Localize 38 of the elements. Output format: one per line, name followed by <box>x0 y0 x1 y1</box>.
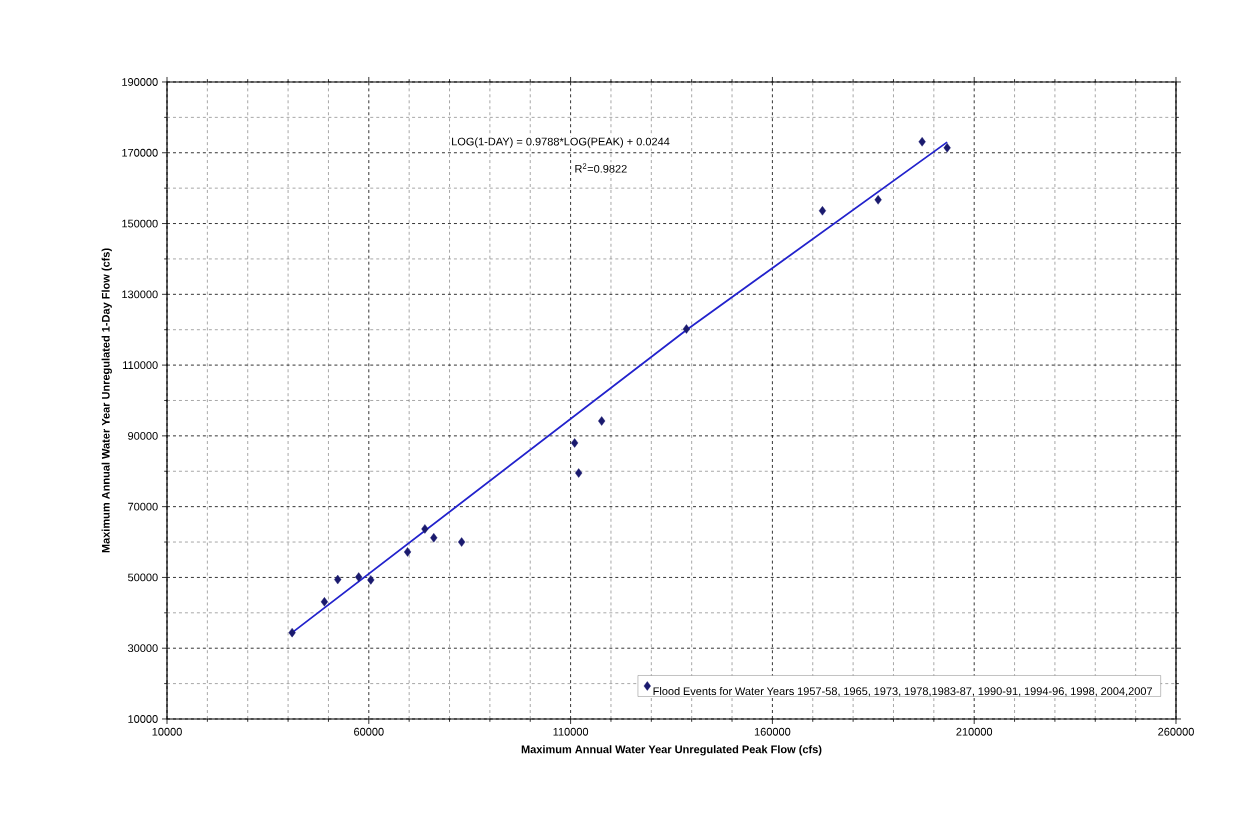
point <box>874 195 882 205</box>
point <box>682 324 691 334</box>
point <box>421 524 429 534</box>
point <box>403 547 412 557</box>
point <box>320 597 328 607</box>
point <box>288 627 296 638</box>
point <box>943 143 951 153</box>
y-tick-label: 150000 <box>122 219 158 228</box>
y-tick-label: 50000 <box>127 573 158 582</box>
y-axis-title: Maximum Annual Water Year Unregulated 1-Day Flow (cfs) <box>101 248 112 553</box>
y-tick-label: 130000 <box>122 290 158 299</box>
y-tick-label: 30000 <box>127 644 158 653</box>
x-tick-label: 160000 <box>754 727 791 736</box>
x-tick-label: 60000 <box>354 727 384 736</box>
point <box>818 206 827 216</box>
y-tick-label: 90000 <box>128 431 158 440</box>
y-tick-label: 70000 <box>128 502 158 511</box>
x-tick-label: 10000 <box>152 727 182 736</box>
x-tick-label: 210000 <box>956 727 993 736</box>
y-tick-label: 190000 <box>122 78 158 86</box>
point <box>918 137 926 147</box>
y-tick-label: 110000 <box>123 361 158 369</box>
x-tick-label: 110000 <box>553 727 589 736</box>
point <box>575 468 583 478</box>
x-tick-label: 260000 <box>1158 727 1194 736</box>
point <box>355 572 363 582</box>
legend-label: Flood Events for Water Years 1957-58, 1965, 1973, 1978,1983-87, 1990-91, 1994-96, 1998, 2004,2007 <box>653 686 1153 697</box>
point <box>367 575 375 585</box>
point <box>598 416 606 426</box>
y-tick-label: 10000 <box>128 715 158 723</box>
point <box>571 438 579 448</box>
point <box>458 537 466 547</box>
annotation: LOG(1-DAY) = 0.9788*LOG(PEAK) + 0.0244 <box>452 137 670 148</box>
point <box>430 533 438 543</box>
annotation: R$^{2}$=0.9822 <box>575 163 627 173</box>
point <box>334 574 342 585</box>
x-axis-title: Maximum Annual Water Year Unregulated Peak Flow (cfs) <box>521 745 822 756</box>
y-tick-label: 170000 <box>122 148 158 157</box>
